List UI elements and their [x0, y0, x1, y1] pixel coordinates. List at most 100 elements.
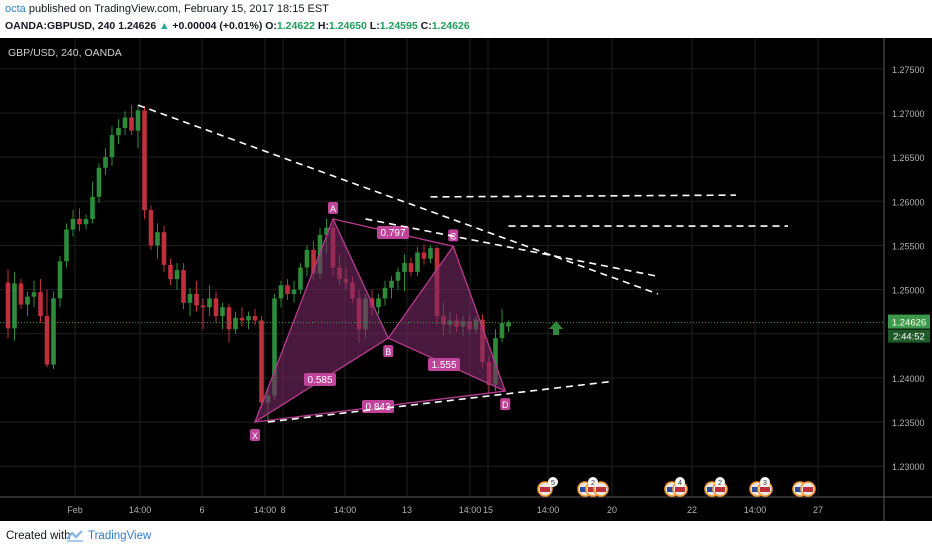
- candle-body: [259, 320, 264, 403]
- candle-body: [57, 261, 63, 299]
- candle-body: [148, 210, 154, 246]
- candle: [90, 181, 95, 224]
- pattern-ratio-badge: [377, 226, 409, 239]
- candle: [285, 278, 290, 301]
- candle: [278, 280, 284, 308]
- author-link[interactable]: octa: [5, 3, 26, 15]
- candle: [246, 311, 251, 330]
- flag-stripe: [707, 487, 717, 492]
- candle-body: [116, 128, 121, 136]
- candle-body: [51, 298, 56, 365]
- candle-body: [38, 292, 43, 317]
- candle-body: [12, 283, 17, 329]
- candle-body: [155, 232, 160, 246]
- candle: [70, 210, 76, 237]
- low-value: 1.24595: [379, 20, 418, 32]
- candle: [174, 263, 180, 290]
- candle-body: [142, 110, 147, 211]
- candle: [181, 263, 186, 309]
- x-tick-label: 22: [687, 505, 697, 515]
- high-label: H:: [317, 20, 329, 32]
- up-arrow-icon: [549, 321, 563, 335]
- flag-stripe: [715, 487, 725, 492]
- candle-body: [135, 110, 141, 131]
- price-chart[interactable]: 1.230001.235001.240001.245001.250001.255…: [0, 38, 932, 521]
- candle-body: [382, 287, 388, 299]
- flag-stripe: [803, 487, 813, 492]
- candle: [402, 254, 407, 292]
- pattern-point-label: B: [385, 347, 391, 357]
- candle-body: [109, 135, 115, 158]
- candle: [207, 285, 212, 317]
- symbol-info: OANDA:GBPUSD, 240 1.24626 ▲ +0.00004 (+0…: [5, 20, 470, 32]
- grid-lines: [0, 38, 884, 497]
- candle: [415, 247, 420, 277]
- candle-body: [25, 296, 30, 305]
- candle: [129, 105, 134, 136]
- candle: [291, 280, 297, 303]
- event-marker[interactable]: 2: [577, 477, 609, 497]
- candle-body: [252, 316, 258, 321]
- candle: [38, 278, 43, 324]
- candle: [408, 257, 414, 277]
- candle-body: [103, 157, 108, 168]
- event-count-label: 3: [763, 478, 767, 487]
- flag-stripe: [752, 487, 762, 492]
- pattern-ratio-label: 0.797: [380, 228, 405, 239]
- flag-stripe: [588, 487, 598, 492]
- x-axis: Feb 14:00 6 14:00 8 14:00 13 14:00 15 14:00 20 22 14…: [67, 505, 823, 515]
- x-tick-label: 14:00: [334, 505, 357, 515]
- trendline: [365, 218, 659, 278]
- candle-body: [187, 293, 193, 303]
- candle: [161, 226, 167, 272]
- event-marker[interactable]: 3: [749, 477, 773, 497]
- flag-stripe: [596, 487, 606, 492]
- candle: [168, 258, 173, 286]
- x-tick-label: 20: [607, 505, 617, 515]
- flag-stripe: [760, 487, 770, 492]
- candle-body: [291, 289, 297, 294]
- current-price-label: 1.24626: [892, 318, 926, 329]
- event-marker[interactable]: [792, 481, 816, 497]
- event-count-badge: [760, 477, 770, 487]
- x-tick-label: 14:00: [254, 505, 277, 515]
- x-tick-label: 14:00: [537, 505, 560, 515]
- x-tick-label: 15: [483, 505, 493, 515]
- candle-body: [64, 229, 69, 262]
- y-tick-label: 1.26500: [892, 153, 925, 163]
- y-tick-label: 1.26000: [892, 197, 925, 207]
- candle-body: [233, 317, 238, 330]
- event-count-label: 2: [591, 478, 595, 487]
- candle: [239, 307, 245, 327]
- candle-body: [402, 263, 407, 272]
- candle-body: [31, 292, 37, 297]
- candle-body: [246, 316, 251, 321]
- event-marker[interactable]: 4: [664, 477, 688, 497]
- tradingview-link[interactable]: TradingView: [88, 530, 152, 542]
- candle: [226, 303, 232, 343]
- trendline: [267, 380, 613, 423]
- close-value: 1.24626: [431, 20, 470, 32]
- event-count-label: 5: [551, 478, 555, 487]
- candle-body: [493, 338, 498, 385]
- event-marker[interactable]: 2: [704, 477, 728, 497]
- candle: [389, 276, 394, 299]
- flag-stripe: [675, 487, 685, 492]
- event-count-badge: [588, 477, 598, 487]
- candle: [142, 105, 147, 219]
- candle-body: [428, 248, 433, 259]
- change-arrow-icon: ▲: [159, 20, 170, 32]
- candle: [77, 208, 82, 232]
- candle-body: [226, 307, 232, 330]
- y-tick-label: 1.23500: [892, 418, 925, 428]
- high-value: 1.24650: [328, 20, 367, 32]
- candle-body: [70, 218, 76, 230]
- publish-info: octa published on TradingView.com, Febru…: [5, 3, 329, 15]
- candle: [233, 311, 238, 334]
- pattern-point-badge: [448, 229, 459, 242]
- symbol-label: OANDA:GBPUSD, 240: [5, 20, 116, 32]
- pattern-point-badge: [250, 428, 260, 441]
- candle: [83, 214, 89, 230]
- event-marker[interactable]: 5: [537, 477, 558, 497]
- candle: [298, 263, 303, 294]
